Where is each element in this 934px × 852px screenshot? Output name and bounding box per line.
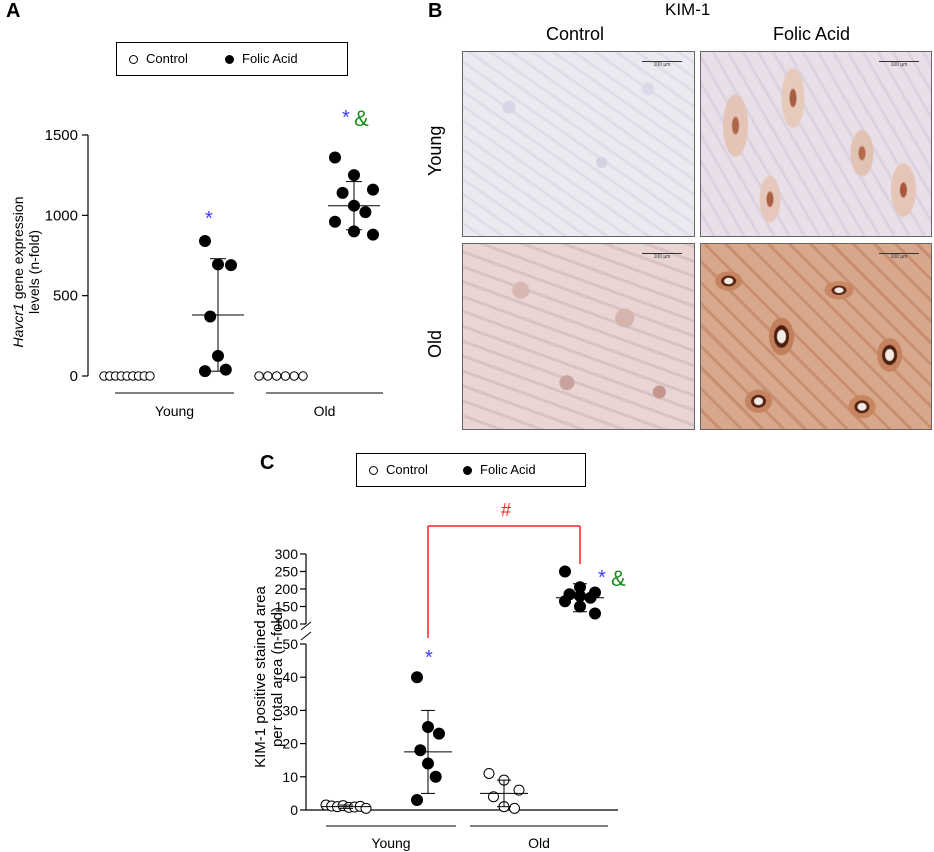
panel-b-title: KIM-1: [665, 0, 711, 19]
open-circle-icon: [129, 55, 138, 65]
group-label: Old: [314, 403, 336, 419]
column-header-folic: Folic Acid: [773, 24, 851, 44]
open-circle-icon: [369, 466, 378, 476]
folic-acid-point: [359, 206, 372, 219]
group-label: Young: [155, 403, 194, 419]
scale-bar: 100 µm: [879, 253, 919, 260]
y-tick-label: 40: [282, 669, 298, 685]
y-tick-label: 0: [290, 802, 298, 818]
column-header-control: Control: [546, 24, 605, 44]
y-tick-label: 10: [282, 769, 298, 785]
folic-acid-point: [348, 169, 360, 182]
folic-acid-point: [559, 565, 571, 578]
folic-acid-point: [429, 770, 442, 783]
control-point: [483, 767, 495, 779]
panel-b-letter: B: [428, 0, 443, 22]
group-label: Old: [528, 835, 550, 851]
significance-star: *: [598, 567, 606, 589]
y-tick-label: 0: [70, 368, 78, 385]
folic-acid-point: [411, 671, 423, 684]
axis-break: [300, 621, 312, 631]
significance-star: *: [425, 647, 433, 669]
legend-control-label: Control: [146, 51, 188, 66]
significance-ampersand: &: [354, 106, 369, 131]
y-tick-label: 150: [275, 599, 299, 615]
y-tick-label: 1500: [45, 127, 78, 144]
scale-bar: 100 µm: [642, 253, 682, 260]
significance-hash: #: [501, 500, 511, 520]
y-tick-label: 50: [282, 636, 298, 652]
filled-circle-icon: [225, 55, 234, 65]
control-point: [513, 784, 525, 796]
micrograph-old-control: 100 µm: [462, 243, 695, 430]
legend-folic-label: Folic Acid: [480, 462, 536, 477]
folic-acid-point: [367, 228, 379, 241]
panel-a-letter: A: [6, 0, 21, 22]
folic-acid-point: [336, 186, 349, 199]
y-tick-label: 300: [275, 546, 299, 562]
control-point: [145, 371, 155, 381]
folic-acid-point: [414, 744, 427, 757]
legend-c: Control Folic Acid: [356, 453, 586, 487]
legend-control-label: Control: [386, 462, 428, 477]
folic-acid-point: [219, 363, 232, 376]
micrograph-young-folic: 100 µm: [700, 51, 932, 237]
folic-acid-point: [204, 310, 217, 323]
y-tick-label: 100: [275, 616, 299, 632]
folic-acid-point: [225, 259, 237, 272]
micrograph-old-folic: 100 µm: [700, 243, 932, 430]
folic-acid-point: [589, 607, 601, 620]
folic-acid-point: [329, 215, 341, 228]
y-tick-label: 30: [282, 702, 298, 718]
group-label: Young: [371, 835, 410, 851]
folic-acid-point: [411, 794, 423, 807]
control-point: [509, 802, 520, 814]
micrograph-young-control: 100 µm: [462, 51, 695, 237]
folic-acid-point: [199, 235, 211, 248]
folic-acid-point: [433, 727, 445, 740]
panel-c-letter: C: [260, 452, 275, 474]
filled-circle-icon: [463, 466, 472, 476]
y-tick-label: 200: [275, 581, 299, 597]
significance-star: *: [342, 107, 350, 129]
folic-acid-point: [559, 595, 571, 608]
scale-bar: 100 µm: [642, 61, 682, 68]
control-point: [360, 802, 372, 814]
legend-a: Control Folic Acid: [116, 42, 348, 76]
scale-bar: 100 µm: [879, 61, 919, 68]
y-tick-label: 250: [275, 564, 299, 580]
control-point: [488, 791, 499, 803]
control-point: [298, 371, 308, 381]
folic-acid-point: [367, 183, 379, 196]
axis-break: [300, 631, 312, 641]
y-tick-label: 20: [282, 736, 298, 752]
y-tick-label: 1000: [45, 207, 78, 224]
legend-folic-label: Folic Acid: [242, 51, 298, 66]
y-tick-label: 500: [53, 288, 78, 305]
folic-acid-point: [329, 151, 341, 164]
significance-ampersand: &: [611, 566, 626, 591]
significance-star: *: [205, 208, 213, 230]
